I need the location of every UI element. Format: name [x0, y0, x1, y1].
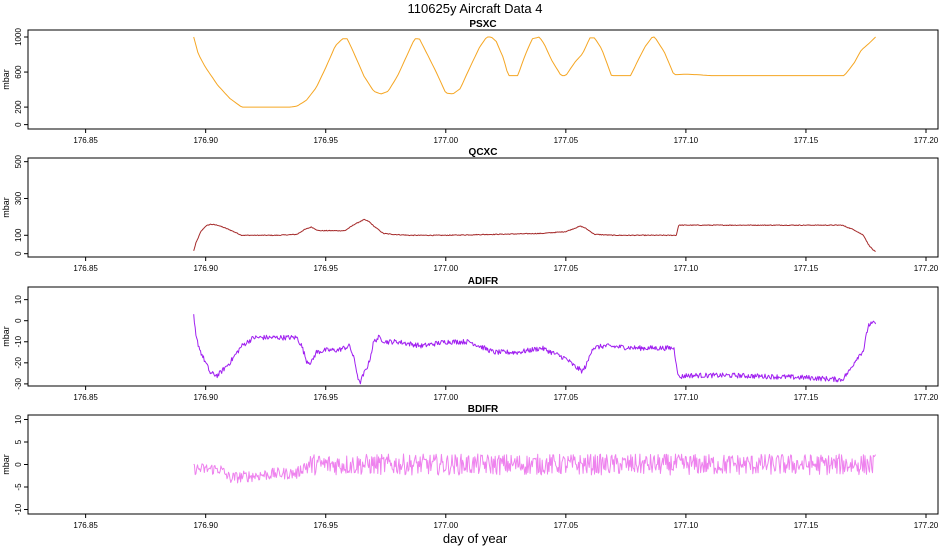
x-tick-label: 176.90	[193, 393, 218, 402]
panel-title: BDIFR	[468, 404, 499, 415]
series-line-bdifr	[193, 453, 877, 484]
x-tick-label: 177.00	[434, 264, 459, 273]
y-tick-label: -30	[14, 378, 23, 390]
y-tick-label: 10	[14, 415, 23, 424]
x-tick-label: 177.15	[794, 521, 819, 530]
panel-title: PSXC	[469, 19, 496, 30]
y-tick-label: -10	[14, 335, 23, 347]
x-tick-label: 176.95	[313, 264, 338, 273]
y-tick-label: 0	[14, 251, 23, 256]
x-tick-label: 176.90	[193, 264, 218, 273]
series-line-qcxc	[193, 218, 876, 252]
series-line-psxc	[193, 36, 876, 108]
x-tick-label: 177.00	[434, 136, 459, 145]
x-tick-label: 177.20	[914, 521, 939, 530]
panel-adifr: ADIFR mbar -30 -20 -10 0 10 176.85 176.90 176.95 1…	[1, 276, 939, 402]
x-tick-label: 177.15	[794, 136, 819, 145]
x-tick-label: 176.95	[313, 393, 338, 402]
x-tick-label: 177.20	[914, 393, 939, 402]
y-tick-label: 0	[14, 462, 23, 467]
y-tick-label: 300	[14, 191, 23, 205]
x-tick-label: 177.10	[674, 136, 699, 145]
panel-title: ADIFR	[468, 276, 499, 287]
x-tick-label: 177.00	[434, 521, 459, 530]
y-tick-label: 5	[14, 439, 23, 444]
x-tick-label: 177.10	[674, 393, 699, 402]
y-tick-label: 600	[14, 65, 23, 79]
x-tick-label: 177.00	[434, 393, 459, 402]
x-tick-label: 176.85	[73, 136, 98, 145]
x-tick-label: 177.15	[794, 393, 819, 402]
plot-frame	[27, 29, 939, 130]
panel-qcxc: QCXC mbar 0 100 300 500 176.85 176.90 176.95 177.…	[1, 147, 939, 273]
plot-frame	[27, 286, 939, 387]
x-tick-label: 176.90	[193, 521, 218, 530]
x-tick-label: 176.90	[193, 136, 218, 145]
y-axis-label: mbar	[1, 454, 11, 475]
plot-frame	[27, 157, 939, 258]
y-tick-label: 0	[14, 122, 23, 127]
x-tick-label: 177.10	[674, 264, 699, 273]
x-tick-label: 176.85	[73, 264, 98, 273]
x-axis-label: day of year	[443, 531, 508, 546]
panel-bdifr: BDIFR mbar -10 -5 0 5 10 176.85 176.90 176.95 177.…	[1, 404, 939, 530]
x-tick-label: 177.05	[554, 264, 579, 273]
figure-title: 110625y Aircraft Data 4	[408, 1, 543, 16]
y-tick-label: 10	[14, 295, 23, 304]
x-tick-label: 176.95	[313, 521, 338, 530]
y-axis-label: mbar	[1, 69, 11, 90]
y-axis-label: mbar	[1, 326, 11, 347]
y-tick-label: 0	[14, 318, 23, 323]
x-tick-label: 176.85	[73, 393, 98, 402]
panel-title: QCXC	[469, 147, 498, 158]
x-tick-label: 177.20	[914, 136, 939, 145]
y-tick-label: 1000	[14, 28, 23, 46]
panel-psxc: PSXC mbar 0 200 600 1000 176.85 176.90 176.95 177…	[1, 19, 939, 145]
x-tick-label: 177.05	[554, 393, 579, 402]
series-line-adifr	[193, 314, 877, 385]
x-tick-label: 177.10	[674, 521, 699, 530]
x-tick-label: 176.85	[73, 521, 98, 530]
y-tick-label: -5	[14, 483, 23, 491]
x-tick-label: 177.20	[914, 264, 939, 273]
y-tick-label: 500	[14, 154, 23, 168]
y-tick-label: 100	[14, 228, 23, 242]
x-tick-label: 177.05	[554, 521, 579, 530]
y-axis-label: mbar	[1, 197, 11, 218]
x-tick-label: 176.95	[313, 136, 338, 145]
x-tick-label: 177.05	[554, 136, 579, 145]
y-tick-label: -10	[14, 503, 23, 515]
y-tick-label: -20	[14, 356, 23, 368]
x-tick-label: 177.15	[794, 264, 819, 273]
y-tick-label: 200	[14, 100, 23, 114]
